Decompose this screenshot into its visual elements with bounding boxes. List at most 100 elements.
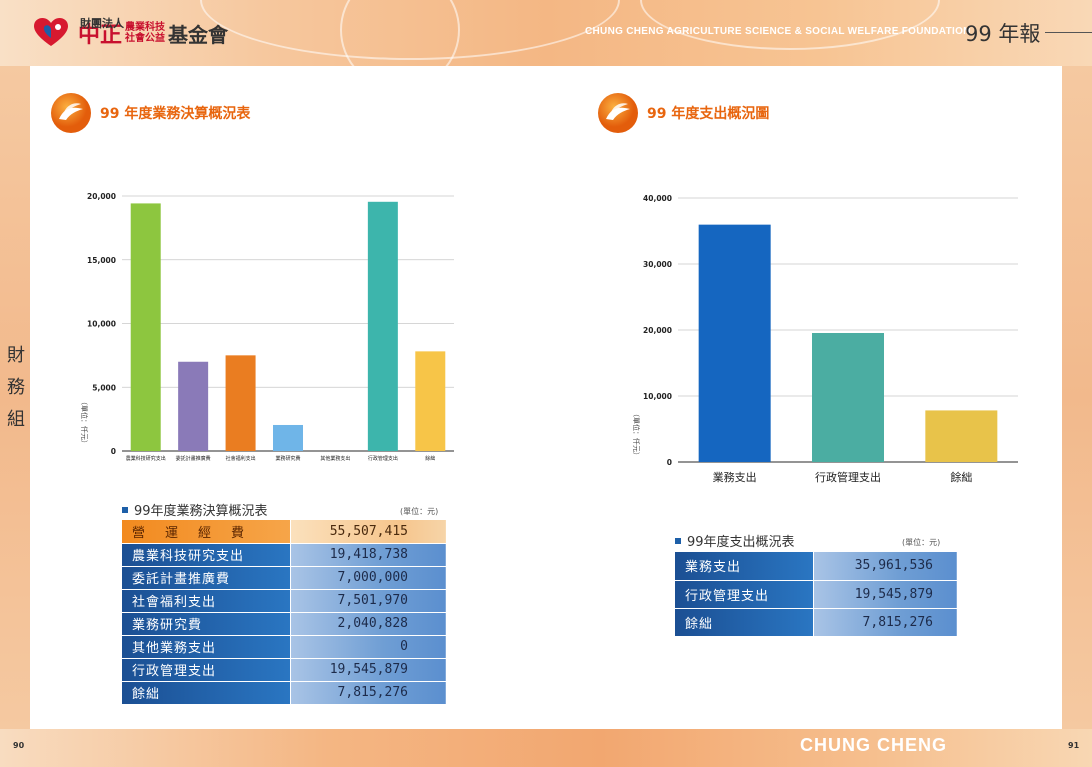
x-category-label: 社會福利支出 (226, 455, 256, 462)
x-category-label: 行政管理支出 (815, 470, 881, 484)
section-badge-icon (598, 93, 638, 133)
decor-swoosh (340, 0, 460, 90)
x-category-label: 委託計畫推廣費 (176, 455, 211, 462)
table-row: 委託計畫推廣費 7,000,000 (122, 566, 446, 590)
expenditure-summary-table: 業務支出 35,961,536 行政管理支出 19,545,879 餘絀 7,815,27… (675, 552, 957, 637)
y-tick-label: 5,000 (92, 383, 116, 392)
table-row: 營運經費 55,507,415 (122, 520, 446, 544)
expenditure-value-cell: 7,815,276 (813, 608, 957, 637)
x-category-label: 業務支出 (713, 470, 757, 484)
x-category-label: 業務研究費 (275, 455, 300, 462)
business-label-cell: 業務研究費 (122, 612, 291, 636)
business-value-cell: 19,418,738 (290, 543, 446, 567)
logo-small-text: 財團法人 (80, 17, 124, 30)
x-category-label: 農業科技研究支出 (126, 455, 166, 462)
expenditure-label-cell: 餘絀 (675, 608, 814, 637)
section-title: 99 年度業務決算概況表 (100, 106, 251, 122)
expenditure-bar-chart: 0 10,000 20,000 30,000 40,000 （單位：仟元） 業務支出 行政管理… (632, 194, 1018, 484)
tab-char: 組 (7, 409, 25, 430)
right-table-caption: 99年度支出概況表 (675, 531, 795, 550)
y-tick-label: 30,000 (643, 260, 672, 269)
y-tick-label: 0 (111, 447, 116, 456)
tab-char: 財 (7, 345, 25, 366)
page-number-left: 90 (13, 741, 25, 750)
business-value-cell: 0 (290, 635, 446, 659)
business-summary-table: 營運經費 55,507,415 農業科技研究支出 19,418,738 委託計畫推廣費 7… (122, 520, 446, 705)
table-row: 業務研究費 2,040,828 (122, 612, 446, 636)
y-tick-label: 40,000 (643, 194, 672, 203)
x-category-label: 餘絀 (425, 455, 435, 462)
business-expense-bar-chart: 0 5,000 10,000 15,000 20,000 （單位：仟元） 農業科技研究支出 委… (80, 192, 454, 462)
bar (698, 224, 771, 462)
page-number-right: 91 (1068, 741, 1080, 750)
y-tick-label: 10,000 (87, 320, 116, 329)
logo-end-text: 基金會 (168, 22, 229, 47)
business-label-cell: 農業科技研究支出 (122, 543, 291, 567)
header-banner (0, 0, 1092, 90)
logo-stack: 農業科技 社會公益 (125, 22, 165, 44)
bullet-square-icon (675, 537, 681, 544)
decor-swoosh (640, 0, 940, 50)
bar (178, 361, 209, 451)
business-value-cell: 19,545,879 (290, 658, 446, 682)
business-label-cell: 其他業務支出 (122, 635, 291, 659)
logo-main-text: 中正 (78, 23, 123, 48)
table-unit: (單位：元) (902, 538, 941, 547)
table-row: 農業科技研究支出 19,418,738 (122, 543, 446, 567)
business-label-cell: 委託計畫推廣費 (122, 566, 291, 590)
left-margin-strip (0, 66, 30, 729)
business-value-cell: 7,501,970 (290, 589, 446, 613)
y-tick-label: 10,000 (643, 392, 672, 401)
y-tick-label: 20,000 (643, 326, 672, 335)
table-row: 社會福利支出 7,501,970 (122, 589, 446, 613)
header-rule (1045, 32, 1092, 33)
table-row: 餘絀 7,815,276 (675, 608, 957, 637)
logo-text: 財團法人 中正 農業科技 社會公益 基金會 (74, 17, 228, 49)
heart-logo-icon (34, 18, 68, 46)
footer-brand: CHUNG CHENG (800, 735, 948, 755)
foundation-logo: 財團法人 中正 農業科技 社會公益 基金會 (34, 17, 228, 49)
left-table-caption: 99年度業務決算概況表 (122, 500, 268, 519)
logo-stack-bottom: 社會公益 (125, 33, 166, 44)
business-label-cell: 行政管理支出 (122, 658, 291, 682)
business-value-cell: 2,040,828 (290, 612, 446, 636)
business-value-cell: 7,815,276 (290, 681, 446, 705)
table-caption-text: 99年度支出概況表 (687, 535, 795, 550)
bar (415, 351, 446, 451)
expenditure-value-cell: 35,961,536 (813, 552, 957, 581)
x-category-label: 行政管理支出 (368, 455, 398, 462)
logo-stack-top: 農業科技 (125, 22, 166, 33)
right-margin-strip (1062, 66, 1092, 729)
y-tick-label: 0 (667, 458, 672, 467)
x-category-label: 其他業務支出 (320, 455, 350, 462)
section-badge-icon (51, 93, 91, 133)
business-value-cell: 7,000,000 (290, 566, 446, 590)
business-label-cell: 營運經費 (122, 520, 291, 544)
table-row: 其他業務支出 0 (122, 635, 446, 659)
table-caption-text: 99年度業務決算概況表 (134, 504, 268, 519)
table-row: 行政管理支出 19,545,879 (675, 580, 957, 609)
bar (225, 355, 256, 451)
bar (925, 410, 998, 462)
bar (273, 424, 303, 451)
y-tick-label: 20,000 (87, 192, 116, 201)
annual-report-label: 99 年報 (965, 22, 1041, 46)
expenditure-label-cell: 行政管理支出 (675, 580, 814, 609)
table-row: 行政管理支出 19,545,879 (122, 658, 446, 682)
department-tab: 財 務 組 (1, 340, 31, 436)
y-axis-label: （單位：仟元） (80, 398, 89, 447)
table-row: 業務支出 35,961,536 (675, 552, 957, 581)
section-title: 99 年度支出概況圖 (647, 106, 770, 122)
business-label-cell: 社會福利支出 (122, 589, 291, 613)
business-label-cell: 餘絀 (122, 681, 291, 705)
table-row: 餘絀 7,815,276 (122, 681, 446, 705)
bar (130, 203, 161, 451)
footer-banner (0, 729, 1092, 767)
y-axis-label: （單位：仟元） (632, 410, 641, 459)
expenditure-label-cell: 業務支出 (675, 552, 814, 581)
table-unit: (單位：元) (400, 507, 439, 516)
y-tick-label: 15,000 (87, 256, 116, 265)
foundation-english-name: CHUNG CHENG AGRICULTURE SCIENCE & SOCIAL… (585, 26, 971, 37)
bar (367, 201, 398, 451)
expenditure-value-cell: 19,545,879 (813, 580, 957, 609)
